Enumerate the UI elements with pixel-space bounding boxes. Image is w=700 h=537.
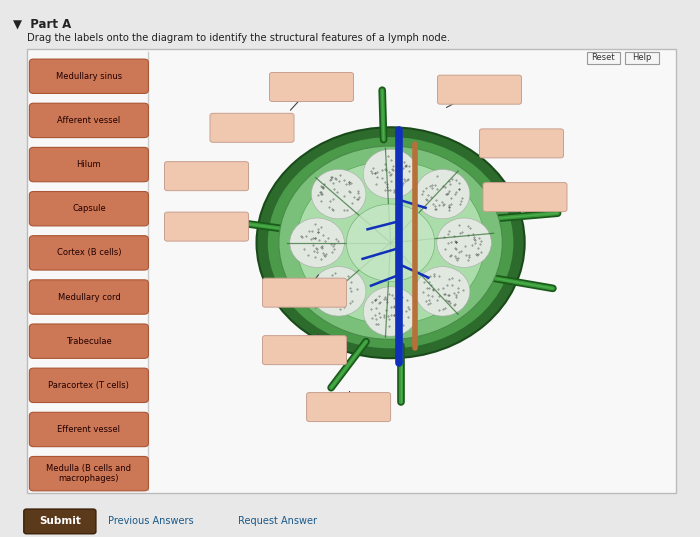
Text: Cortex (B cells): Cortex (B cells) — [57, 249, 121, 257]
Ellipse shape — [297, 161, 484, 324]
Text: Medullary cord: Medullary cord — [57, 293, 120, 301]
Bar — [587, 52, 620, 64]
FancyBboxPatch shape — [29, 368, 148, 403]
FancyBboxPatch shape — [29, 192, 148, 226]
FancyBboxPatch shape — [29, 280, 148, 314]
Text: ▼  Part A: ▼ Part A — [13, 17, 71, 30]
FancyBboxPatch shape — [29, 412, 148, 447]
Text: Trabeculae: Trabeculae — [66, 337, 112, 346]
FancyBboxPatch shape — [262, 336, 346, 365]
Ellipse shape — [363, 149, 418, 199]
Ellipse shape — [279, 146, 503, 339]
FancyBboxPatch shape — [438, 75, 522, 104]
Ellipse shape — [437, 218, 491, 267]
FancyBboxPatch shape — [29, 147, 148, 182]
FancyBboxPatch shape — [164, 212, 248, 241]
Text: Previous Answers: Previous Answers — [108, 517, 194, 526]
Ellipse shape — [312, 169, 366, 219]
Text: Submit: Submit — [39, 517, 80, 526]
FancyBboxPatch shape — [29, 59, 148, 93]
FancyBboxPatch shape — [270, 72, 354, 101]
FancyBboxPatch shape — [262, 278, 346, 307]
Ellipse shape — [267, 136, 514, 349]
Text: Efferent vessel: Efferent vessel — [57, 425, 120, 434]
Text: Medullary sinus: Medullary sinus — [56, 72, 122, 81]
FancyBboxPatch shape — [164, 162, 248, 191]
Text: Drag the labels onto the diagram to identify the structural features of a lymph : Drag the labels onto the diagram to iden… — [27, 33, 449, 43]
FancyBboxPatch shape — [480, 129, 564, 158]
Bar — [27, 49, 676, 493]
FancyBboxPatch shape — [29, 103, 148, 137]
FancyBboxPatch shape — [29, 456, 148, 491]
FancyBboxPatch shape — [29, 324, 148, 358]
Ellipse shape — [312, 267, 366, 316]
Text: Help: Help — [632, 54, 652, 62]
Text: Request Answer: Request Answer — [238, 517, 317, 526]
Bar — [625, 52, 659, 64]
FancyBboxPatch shape — [210, 113, 294, 142]
Text: Paracortex (T cells): Paracortex (T cells) — [48, 381, 130, 390]
Ellipse shape — [290, 218, 344, 267]
Ellipse shape — [346, 204, 435, 281]
FancyBboxPatch shape — [29, 236, 148, 270]
Text: Afferent vessel: Afferent vessel — [57, 116, 120, 125]
Text: Capsule: Capsule — [72, 204, 106, 213]
Ellipse shape — [363, 287, 418, 336]
Ellipse shape — [415, 267, 470, 316]
Ellipse shape — [256, 127, 525, 358]
Ellipse shape — [415, 169, 470, 219]
FancyBboxPatch shape — [483, 183, 567, 212]
FancyBboxPatch shape — [24, 509, 96, 534]
Text: Reset: Reset — [592, 54, 615, 62]
FancyBboxPatch shape — [307, 393, 391, 422]
Text: Hilum: Hilum — [76, 160, 101, 169]
Text: Medulla (B cells and
macrophages): Medulla (B cells and macrophages) — [46, 464, 132, 483]
